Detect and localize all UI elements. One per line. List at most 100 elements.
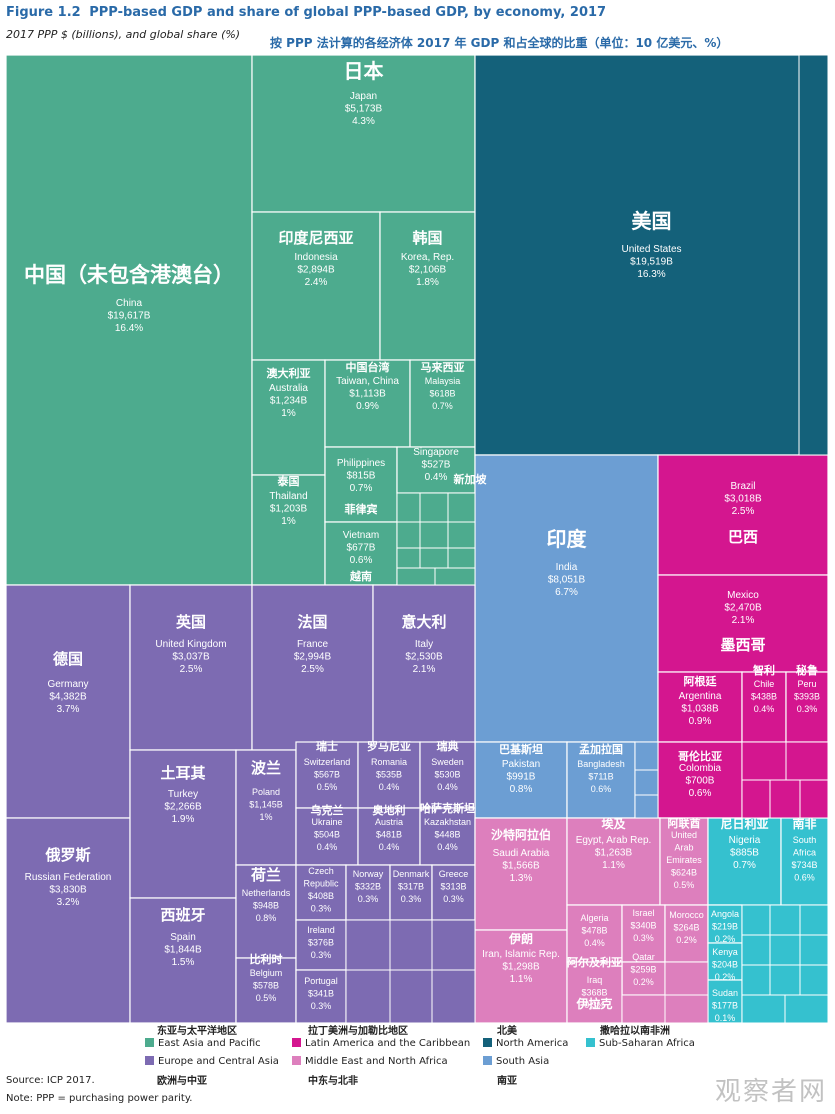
cell-label-germany-share: 3.7% [57, 704, 80, 715]
treemap-cell-minor [799, 964, 828, 996]
cell-label-peru-share: 0.3% [797, 704, 818, 714]
cell-label-greece-name: Greece [439, 869, 469, 879]
cell-label-norway-value: $332B [355, 882, 381, 892]
cell-label-ukraine-cn: 乌克兰 [311, 803, 344, 817]
cell-label-korea-value: $2,106B [409, 265, 447, 276]
treemap-cell-qatar [621, 961, 666, 996]
cell-label-thailand-cn: 泰国 [277, 474, 300, 488]
cell-label-singapore-value: $527B [422, 460, 451, 471]
treemap-cell-minor [389, 919, 433, 971]
legend-label: South Asia [496, 1056, 550, 1067]
legend-swatch [145, 1038, 154, 1047]
treemap-cell-singapore [396, 446, 476, 494]
treemap-cell-denmark [389, 864, 433, 921]
cell-label-switzerland-cn: 瑞士 [316, 739, 338, 753]
cell-label-taiwan-name: Taiwan, China [336, 376, 399, 387]
cell-label-uk-value: $3,037B [172, 652, 210, 663]
treemap-cell-israel [621, 904, 666, 963]
cell-label-japan-share: 4.3% [352, 116, 375, 127]
cell-label-kazakhstan-name: Kazakhstan [424, 817, 471, 827]
cell-label-colombia-cn: 哥伦比亚 [678, 749, 722, 763]
cell-label-sweden-share: 0.4% [437, 782, 458, 792]
cell-label-romania-value: $535B [376, 770, 402, 780]
legend-label-cn-north_america: 北美 [497, 1026, 517, 1037]
cell-label-netherlands-share: 0.8% [256, 913, 277, 923]
treemap-cell-southafrica [780, 817, 828, 906]
treemap-cell-minor [664, 994, 709, 1024]
cell-label-qatar-name: Qatar [632, 952, 655, 962]
cell-label-singapore-cn: 新加坡 [454, 472, 488, 486]
cell-label-taiwan-cn: 中国台湾 [346, 360, 390, 374]
cell-label-austria-cn: 奥地利 [372, 803, 406, 817]
cell-label-france-cn: 法国 [297, 613, 327, 631]
treemap-cell-minor [769, 934, 801, 966]
cell-label-nigeria-name: Nigeria [729, 835, 761, 846]
cell-label-us-name: United States [621, 244, 681, 255]
cell-label-switzerland-share: 0.5% [317, 782, 338, 792]
cell-label-japan-name: Japan [350, 91, 377, 102]
legend-item-europe: Europe and Central Asia [145, 1056, 279, 1067]
cell-label-indonesia-name: Indonesia [294, 252, 338, 263]
cell-label-philippines-cn: 菲律宾 [345, 502, 378, 516]
cell-label-uk-cn: 英国 [176, 613, 206, 631]
source-note: Source: ICP 2017. [6, 1075, 95, 1086]
cell-label-angola-share: 0.2% [715, 934, 736, 944]
cell-label-southafrica-name: Africa [793, 848, 816, 858]
cell-label-nigeria-cn: 尼日利亚 [720, 816, 768, 831]
figure-title: Figure 1.2 PPP-based GDP and share of gl… [6, 5, 606, 20]
treemap-cell-minor [345, 919, 391, 971]
treemap-cell-minor [799, 779, 828, 819]
treemap-cell-minor [396, 492, 421, 523]
cell-label-brazil-cn: 巴西 [728, 528, 758, 546]
cell-label-greece-share: 0.3% [443, 894, 464, 904]
treemap-cell-ukraine [295, 807, 359, 866]
cell-label-australia-name: Australia [269, 383, 308, 394]
cell-label-japan-value: $5,173B [345, 104, 383, 115]
legend-swatch [586, 1038, 595, 1047]
cell-label-mexico-value: $2,470B [724, 603, 762, 614]
cell-label-india-cn: 印度 [547, 527, 588, 551]
cell-label-belgium-share: 0.5% [256, 993, 277, 1003]
cell-label-malaysia-share: 0.7% [432, 401, 453, 411]
cell-label-mexico-name: Mexico [727, 590, 759, 601]
treemap-cell-minor [799, 904, 828, 936]
cell-label-korea-cn: 韩国 [412, 229, 442, 247]
cell-label-taiwan-share: 0.9% [356, 401, 379, 412]
cell-label-brazil-value: $3,018B [724, 494, 762, 505]
cell-label-vietnam-cn: 越南 [349, 569, 372, 583]
treemap-cell-switzerland [295, 741, 359, 809]
cell-label-greece-value: $313B [440, 882, 466, 892]
cell-label-qatar-share: 0.2% [633, 977, 654, 987]
treemap-cell-minor [785, 741, 828, 781]
treemap-cell-pakistan [474, 741, 568, 819]
cell-label-australia-cn: 澳大利亚 [267, 366, 311, 380]
cell-label-morocco-name: Morocco [669, 910, 704, 920]
cell-label-saudi-name: Saudi Arabia [493, 848, 550, 859]
treemap-cell-iran [474, 929, 568, 1024]
cell-label-italy-name: Italy [415, 639, 433, 650]
legend-label-cn-south_asia: 南亚 [497, 1076, 517, 1087]
cell-label-indonesia-cn: 印度尼西亚 [278, 229, 353, 247]
cell-label-japan-cn: 日本 [344, 59, 384, 83]
ppp-note: Note: PPP = purchasing power parity. [6, 1093, 193, 1104]
cell-label-qatar-value: $259B [630, 965, 656, 975]
treemap-cell-minor [798, 55, 828, 456]
treemap-cell-italy [372, 584, 476, 751]
treemap-cell-korea [379, 211, 476, 361]
cell-label-austria-share: 0.4% [379, 842, 400, 852]
cell-label-china-share: 16.4% [115, 323, 143, 334]
treemap-cell-minor [447, 547, 476, 569]
legend-item-latin_america: Latin America and the Caribbean [292, 1038, 470, 1049]
cell-label-uae-share: 0.5% [674, 880, 695, 890]
cell-label-chile-cn: 智利 [753, 663, 775, 677]
cell-label-ireland-share: 0.3% [311, 950, 332, 960]
cell-label-norway-name: Norway [353, 869, 384, 879]
treemap-cell-minor [741, 964, 771, 996]
cell-label-switzerland-value: $567B [314, 770, 340, 780]
legend-label-cn-ssa: 撒哈拉以南非洲 [600, 1026, 670, 1037]
cell-label-argentina-name: Argentina [679, 691, 722, 702]
cell-label-bangladesh-share: 0.6% [591, 784, 612, 794]
cell-label-spain-cn: 西班牙 [160, 906, 205, 924]
cell-label-uae-value: $624B [671, 868, 697, 878]
cell-label-pakistan-share: 0.8% [510, 784, 533, 795]
